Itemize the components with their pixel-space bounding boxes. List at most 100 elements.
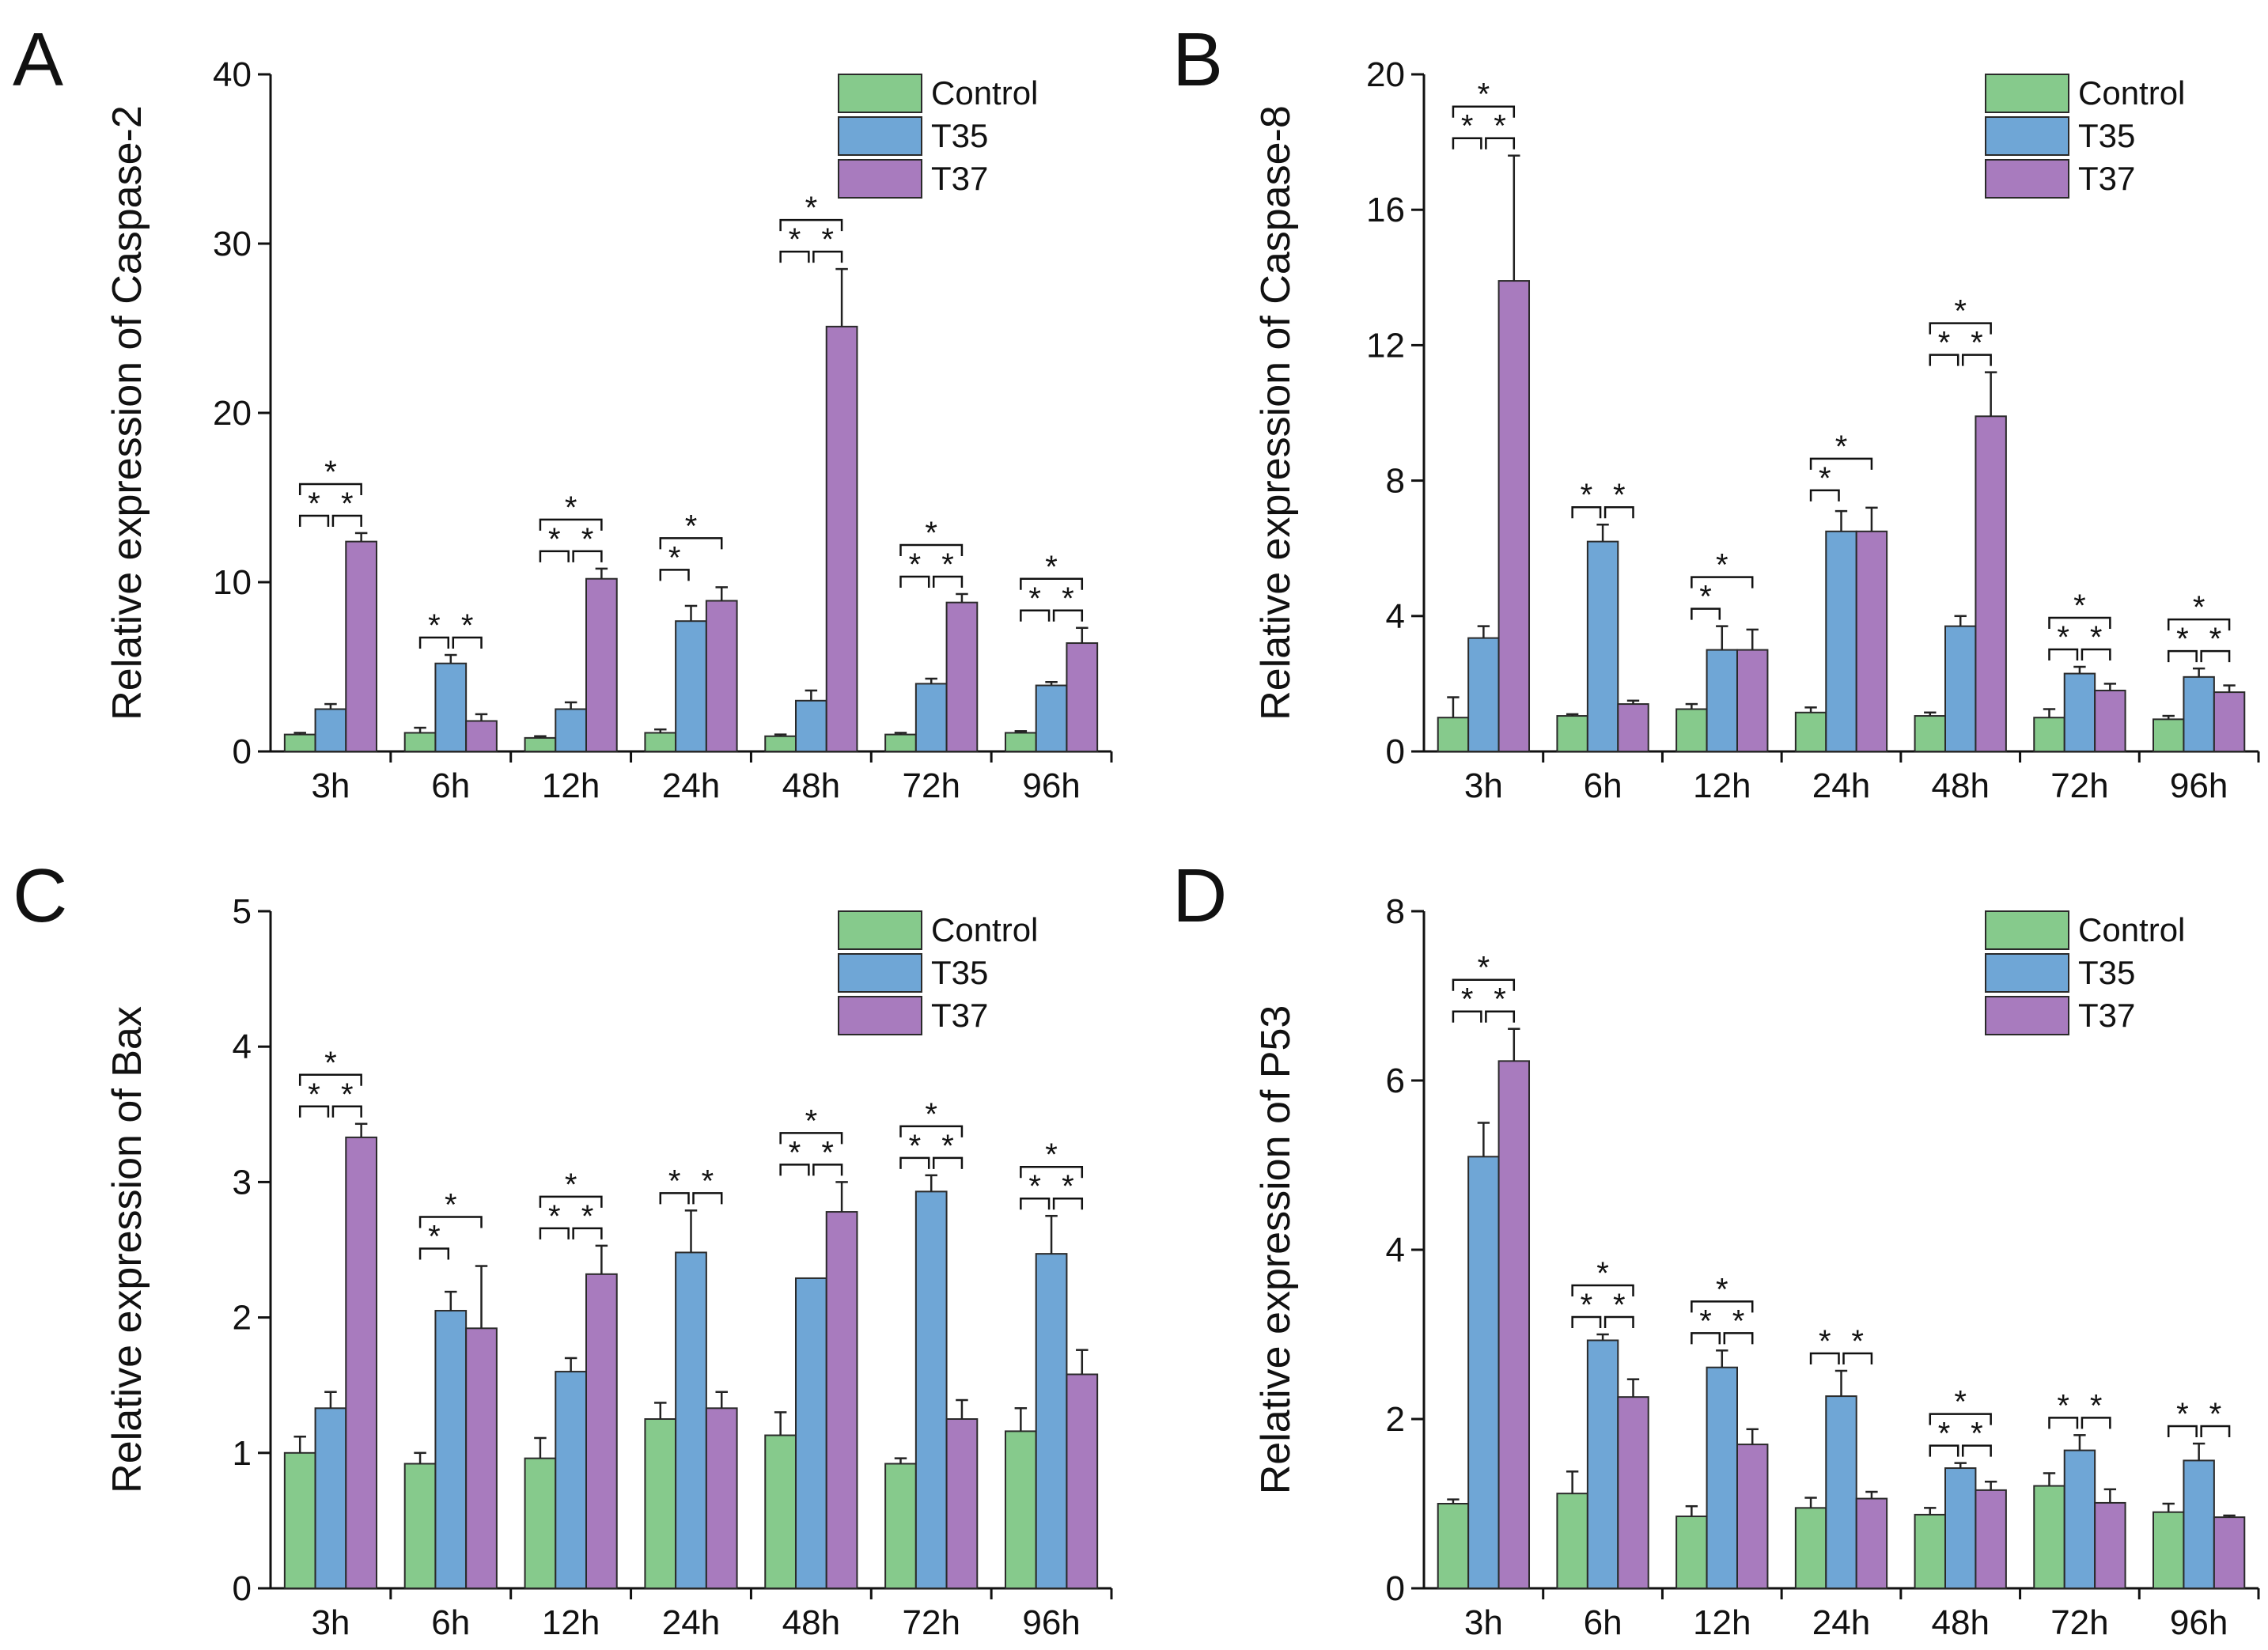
bar-t35-72h <box>2063 1449 2096 1589</box>
legend-swatch-t37 <box>1985 996 2069 1035</box>
significance-star: * <box>2073 588 2086 623</box>
significance-star: * <box>941 1129 954 1164</box>
significance-star: * <box>428 608 441 643</box>
bar-t35-48h <box>1944 625 1977 753</box>
significance-bracket <box>1485 1010 1516 1023</box>
bar-t35-72h <box>914 1190 948 1590</box>
significance-bracket <box>1809 489 1840 501</box>
bar-t37-6h <box>465 1327 498 1590</box>
bar-control-6h <box>403 1463 437 1589</box>
significance-bracket <box>779 1132 843 1145</box>
significance-star: * <box>821 222 834 257</box>
x-tick-label: 24h <box>1812 766 1870 805</box>
significance-star: * <box>1699 580 1712 615</box>
bar-control-72h <box>2033 1485 2065 1590</box>
significance-bracket <box>812 250 843 263</box>
bar-t35-6h <box>1586 540 1619 752</box>
significance-star: * <box>1971 326 1983 361</box>
y-tick-label: 20 <box>1366 55 1405 94</box>
significance-star: * <box>1851 1324 1864 1359</box>
bar-t35-72h <box>914 683 948 753</box>
significance-bracket <box>1052 1197 1084 1210</box>
significance-star: * <box>341 1077 354 1112</box>
bar-t37-72h <box>2094 1501 2126 1590</box>
significance-star: * <box>324 1046 337 1080</box>
significance-star: * <box>1062 581 1074 616</box>
legend-swatch-control <box>838 74 922 113</box>
x-tick-label: 72h <box>2050 766 2108 805</box>
significance-bracket <box>1452 978 1516 991</box>
legend-label-t35: T35 <box>931 954 988 991</box>
x-tick-label: 12h <box>542 766 600 805</box>
significance-star: * <box>805 191 818 225</box>
bar-control-6h <box>1556 715 1588 752</box>
bar-control-72h <box>2033 717 2065 753</box>
legend-label-control: Control <box>931 911 1038 948</box>
bar-t37-3h <box>1497 280 1531 752</box>
significance-star: * <box>925 516 937 551</box>
significance-bracket <box>1604 505 1634 519</box>
significance-bracket <box>1020 1165 1084 1179</box>
significance-star: * <box>821 1135 834 1170</box>
y-tick-label: 6 <box>1386 1062 1405 1100</box>
x-tick-label: 96h <box>2170 1603 2228 1642</box>
bar-t35-24h <box>675 620 707 752</box>
bar-control-72h <box>884 1463 917 1589</box>
bar-t35-24h <box>675 1251 707 1589</box>
bar-control-3h <box>283 733 316 752</box>
bar-t37-12h <box>1736 1444 1769 1589</box>
significance-bracket <box>572 1227 603 1239</box>
x-tick-label: 72h <box>903 766 960 805</box>
bar-t35-12h <box>1706 1366 1739 1589</box>
x-tick-label: 6h <box>1584 766 1622 805</box>
significance-star: * <box>324 455 337 490</box>
significance-star: * <box>1028 581 1041 616</box>
significance-bracket <box>1604 1315 1634 1328</box>
x-tick-label: 6h <box>431 766 470 805</box>
significance-star: * <box>1581 478 1593 513</box>
bar-t37-3h <box>345 1136 378 1590</box>
significance-bracket <box>1485 137 1516 149</box>
significance-star: * <box>341 486 354 521</box>
significance-bracket <box>418 1216 483 1228</box>
x-tick-label: 96h <box>1022 1603 1080 1642</box>
y-tick-label: 0 <box>1386 732 1405 771</box>
x-tick-label: 3h <box>1464 1603 1503 1642</box>
significance-bracket <box>418 1247 450 1260</box>
significance-bracket <box>1571 505 1602 519</box>
significance-bracket <box>1929 322 1992 335</box>
significance-bracket <box>932 575 964 588</box>
y-tick-label: 12 <box>1366 326 1405 365</box>
bar-control-24h <box>644 1418 677 1589</box>
significance-bracket <box>2081 1417 2111 1429</box>
significance-star: * <box>1819 461 1831 496</box>
significance-star: * <box>548 522 561 557</box>
legend-label-t37: T37 <box>931 997 988 1034</box>
significance-star: * <box>548 1199 561 1234</box>
x-tick-label: 3h <box>1464 766 1503 805</box>
significance-star: * <box>909 1129 922 1164</box>
panel-letter: B <box>1172 17 1223 102</box>
significance-bracket <box>2167 1425 2198 1438</box>
y-tick-label: 3 <box>233 1163 252 1202</box>
x-tick-label: 12h <box>542 1603 600 1642</box>
bar-t35-24h <box>1825 1395 1857 1589</box>
bar-t37-48h <box>825 325 858 752</box>
significance-star: * <box>1062 1169 1074 1204</box>
significance-bracket <box>1929 1413 1992 1425</box>
bar-control-96h <box>2152 1511 2185 1589</box>
y-tick-label: 2 <box>1386 1400 1405 1439</box>
significance-star: * <box>1971 1417 1983 1451</box>
significance-star: * <box>805 1103 818 1138</box>
legend-swatch-t35 <box>838 953 922 993</box>
bar-t35-96h <box>2183 676 2215 753</box>
y-tick-label: 4 <box>233 1027 252 1066</box>
legend-swatch-t35 <box>1985 116 2069 156</box>
significance-bracket <box>539 1195 603 1208</box>
significance-star: * <box>1835 430 1848 464</box>
legend-swatch-control <box>838 910 922 950</box>
significance-bracket <box>418 636 450 649</box>
bar-t35-12h <box>555 708 588 752</box>
bar-control-12h <box>524 1457 557 1589</box>
x-tick-label: 3h <box>311 1603 350 1642</box>
